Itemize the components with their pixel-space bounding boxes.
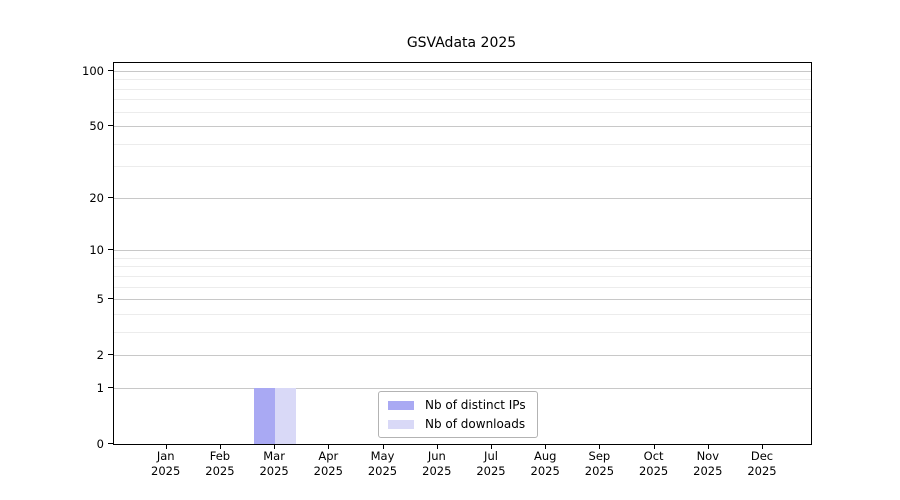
y-tick-mark bbox=[108, 70, 113, 71]
x-tick-mark bbox=[491, 444, 492, 449]
chart-title: GSVAdata 2025 bbox=[406, 35, 517, 51]
x-tick-mark bbox=[707, 444, 709, 449]
x-tick-year: 2025 bbox=[259, 464, 289, 478]
legend-row: Nb of downloads bbox=[388, 417, 526, 431]
minor-gridline bbox=[114, 79, 811, 80]
minor-gridline bbox=[114, 332, 811, 333]
y-tick-label: 20 bbox=[89, 190, 104, 205]
x-tick-label: Apr 2025 bbox=[298, 449, 358, 479]
legend-swatch-distinct-ips bbox=[388, 400, 414, 410]
x-tick-year: 2025 bbox=[530, 464, 560, 478]
legend-row: Nb of distinct IPs bbox=[388, 398, 526, 412]
x-tick-label: Nov 2025 bbox=[678, 449, 738, 479]
y-tick-label: 2 bbox=[96, 347, 104, 362]
x-tick-mark bbox=[219, 444, 221, 449]
y-tick-mark bbox=[108, 249, 113, 250]
x-tick-label: Mar 2025 bbox=[244, 449, 304, 479]
x-tick-mark bbox=[328, 444, 330, 449]
y-tick-mark bbox=[108, 443, 113, 444]
minor-gridline bbox=[114, 112, 811, 113]
x-tick-year: 2025 bbox=[584, 464, 615, 478]
legend-swatch-downloads bbox=[388, 419, 414, 429]
x-tick-year: 2025 bbox=[205, 464, 235, 478]
x-tick-mark bbox=[599, 444, 601, 449]
minor-gridline bbox=[114, 287, 811, 288]
y-tick-mark bbox=[108, 125, 113, 126]
x-tick-year: 2025 bbox=[367, 464, 398, 478]
minor-gridline bbox=[114, 99, 811, 100]
plot-area bbox=[113, 62, 812, 445]
y-tick-mark bbox=[108, 298, 113, 299]
x-tick-label: Jan 2025 bbox=[136, 449, 196, 479]
minor-gridline bbox=[114, 144, 811, 145]
bar-nb-of-distinct-ips bbox=[254, 388, 276, 444]
y-tick-mark bbox=[108, 354, 113, 355]
x-tick-mark bbox=[762, 444, 763, 449]
y-tick-label: 0 bbox=[96, 436, 104, 451]
x-tick-mark bbox=[274, 444, 276, 449]
major-gridline bbox=[114, 250, 811, 251]
major-gridline bbox=[114, 126, 811, 127]
x-tick-label: Jun 2025 bbox=[407, 449, 467, 479]
y-tick-label: 5 bbox=[96, 291, 104, 306]
y-tick-label: 1 bbox=[96, 380, 104, 395]
x-tick-mark bbox=[382, 444, 384, 449]
x-tick-year: 2025 bbox=[747, 464, 777, 478]
minor-gridline bbox=[114, 276, 811, 277]
x-tick-mark bbox=[653, 444, 655, 449]
major-gridline bbox=[114, 71, 811, 72]
x-tick-mark bbox=[545, 444, 547, 449]
x-tick-year: 2025 bbox=[693, 464, 723, 478]
x-tick-mark bbox=[165, 444, 167, 449]
y-tick-mark bbox=[108, 387, 113, 388]
legend-label-distinct-ips: Nb of distinct IPs bbox=[425, 398, 526, 412]
y-tick-mark bbox=[108, 197, 113, 198]
x-tick-label: Feb 2025 bbox=[190, 449, 250, 479]
legend-label-downloads: Nb of downloads bbox=[425, 417, 526, 431]
x-tick-label: Dec 2025 bbox=[732, 449, 792, 479]
minor-gridline bbox=[114, 258, 811, 259]
major-gridline bbox=[114, 388, 811, 389]
x-tick-label: Sep 2025 bbox=[569, 449, 629, 479]
x-tick-label: Aug 2025 bbox=[515, 449, 575, 479]
y-tick-label: 50 bbox=[89, 118, 104, 133]
x-tick-label: Oct 2025 bbox=[624, 449, 684, 479]
legend: Nb of distinct IPs Nb of downloads bbox=[378, 391, 538, 438]
x-tick-year: 2025 bbox=[151, 464, 181, 478]
major-gridline bbox=[114, 198, 811, 199]
major-gridline bbox=[114, 299, 811, 300]
x-tick-year: 2025 bbox=[313, 464, 343, 478]
minor-gridline bbox=[114, 89, 811, 90]
minor-gridline bbox=[114, 266, 811, 267]
y-tick-label: 100 bbox=[82, 63, 104, 78]
x-tick-mark bbox=[436, 444, 438, 449]
y-tick-label: 10 bbox=[89, 242, 104, 257]
x-tick-year: 2025 bbox=[638, 464, 669, 478]
x-tick-year: 2025 bbox=[476, 464, 506, 478]
bar-nb-of-downloads bbox=[275, 388, 297, 444]
minor-gridline bbox=[114, 314, 811, 315]
major-gridline bbox=[114, 355, 811, 356]
x-tick-label: Jul 2025 bbox=[461, 449, 521, 479]
x-tick-year: 2025 bbox=[422, 464, 452, 478]
x-tick-label: May 2025 bbox=[353, 449, 413, 479]
minor-gridline bbox=[114, 166, 811, 167]
